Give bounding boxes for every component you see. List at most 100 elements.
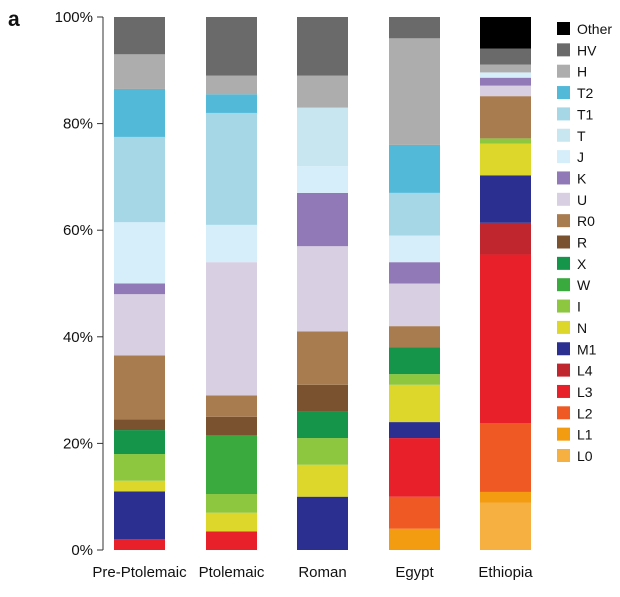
bar-segment-l1: [389, 528, 440, 550]
legend-swatch-l3: [557, 384, 570, 398]
legend-swatch-hv: [557, 43, 570, 57]
legend-swatch-u: [557, 192, 570, 206]
legend-swatch-t: [557, 128, 570, 142]
legend-label: L1: [577, 427, 593, 443]
bar-segment-u: [389, 283, 440, 327]
bar-segment-h: [114, 54, 165, 89]
legend-swatch-r0: [557, 214, 570, 228]
bar-segment-t: [297, 107, 348, 167]
legend-swatch-x: [557, 256, 570, 270]
bar-segment-j: [114, 222, 165, 284]
bar-segment-t2: [389, 144, 440, 193]
bar-segment-i: [480, 138, 531, 144]
bar-segment-x: [114, 430, 165, 455]
legend-label: J: [577, 149, 584, 165]
legend-label: T2: [577, 85, 594, 101]
bar-segment-other: [480, 17, 531, 49]
legend-label: X: [577, 256, 587, 272]
bar-segment-j: [206, 224, 257, 263]
legend-swatch-l4: [557, 363, 570, 377]
bar-segment-k: [114, 283, 165, 295]
bar-segment-l3: [389, 438, 440, 497]
bar-segment-n: [206, 512, 257, 532]
x-category-label: Pre-Ptolemaic: [92, 564, 187, 581]
legend-swatch-n: [557, 320, 570, 334]
legend-swatch-i: [557, 299, 570, 313]
y-tick-label: 40%: [63, 329, 93, 346]
bar-segment-r0: [206, 395, 257, 417]
bar-segment-x: [389, 347, 440, 375]
bar-segment-m1: [480, 175, 531, 223]
x-category-label: Roman: [298, 564, 346, 581]
bar-segment-i: [297, 438, 348, 465]
bar-segment-r: [206, 416, 257, 436]
bar-segment-h: [389, 38, 440, 145]
bar-segment-t2: [206, 94, 257, 113]
bar-segment-t1: [114, 136, 165, 223]
bar-segment-k: [389, 262, 440, 284]
bar-segment-l1: [480, 491, 531, 503]
bar-segment-u: [297, 246, 348, 332]
legend-label: T1: [577, 106, 594, 122]
bar-segment-m1: [297, 496, 348, 550]
bar-segment-l3: [480, 254, 531, 424]
legend-swatch-l2: [557, 406, 570, 420]
bar-segment-x: [297, 411, 348, 439]
legend-label: U: [577, 192, 587, 208]
legend-swatch-t1: [557, 107, 570, 121]
bar-segment-u: [480, 85, 531, 97]
y-tick-label: 80%: [63, 116, 93, 133]
bar-segment-t1: [389, 192, 440, 236]
bar-segment-u: [114, 294, 165, 356]
bar-segment-n: [480, 143, 531, 176]
x-category-label: Egypt: [395, 564, 434, 581]
legend-label: L4: [577, 363, 593, 379]
legend-swatch-m1: [557, 342, 570, 356]
y-tick-label: 60%: [63, 222, 93, 239]
bar-segment-j: [389, 235, 440, 263]
legend-label: R: [577, 235, 587, 251]
bar-segment-r0: [114, 355, 165, 420]
bar-segment-t1: [206, 112, 257, 225]
bar-segment-hv: [114, 17, 165, 55]
bar-segment-l0: [480, 502, 531, 550]
legend-label: N: [577, 320, 587, 336]
y-tick-label: 20%: [63, 435, 93, 452]
bar-segment-r: [297, 384, 348, 412]
bar-segment-n: [114, 480, 165, 492]
bar-segment-h: [206, 75, 257, 95]
bar-segment-h: [480, 64, 531, 73]
bar-segment-n: [297, 464, 348, 497]
legend-swatch-h: [557, 64, 570, 78]
legend-label: I: [577, 299, 581, 315]
bar-segment-r0: [480, 96, 531, 139]
bar-segment-hv: [297, 17, 348, 76]
bar-segment-hv: [389, 17, 440, 39]
x-category-label: Ptolemaic: [199, 564, 265, 581]
y-axis: 0% 20% 40% 60% 80% 100%: [55, 9, 103, 559]
bar-segment-hv: [480, 48, 531, 65]
legend-label: L2: [577, 405, 593, 421]
legend-label: W: [577, 277, 591, 293]
bar-segment-l3: [206, 531, 257, 550]
bar-segment-r: [114, 419, 165, 431]
bar-segment-k: [480, 77, 531, 86]
x-category-label: Ethiopia: [478, 564, 533, 581]
x-axis-labels: Pre-Ptolemaic Ptolemaic Roman Egypt Ethiopia: [92, 564, 533, 581]
bar-segment-l2: [389, 496, 440, 529]
legend-swatch-t2: [557, 86, 570, 100]
bar-segment-k: [297, 192, 348, 247]
legend-swatch-j: [557, 150, 570, 164]
bar-segment-hv: [206, 17, 257, 76]
bar-segment-r0: [297, 331, 348, 385]
bar-segment-h: [297, 75, 348, 108]
legend-swatch-other: [557, 22, 570, 35]
legend-swatch-r: [557, 235, 570, 249]
bar-segment-l4: [480, 222, 531, 255]
legend-swatch-l1: [557, 427, 570, 441]
bar-segment-w: [206, 435, 257, 495]
bar-segment-j: [297, 166, 348, 193]
y-tick-label: 100%: [55, 9, 93, 26]
